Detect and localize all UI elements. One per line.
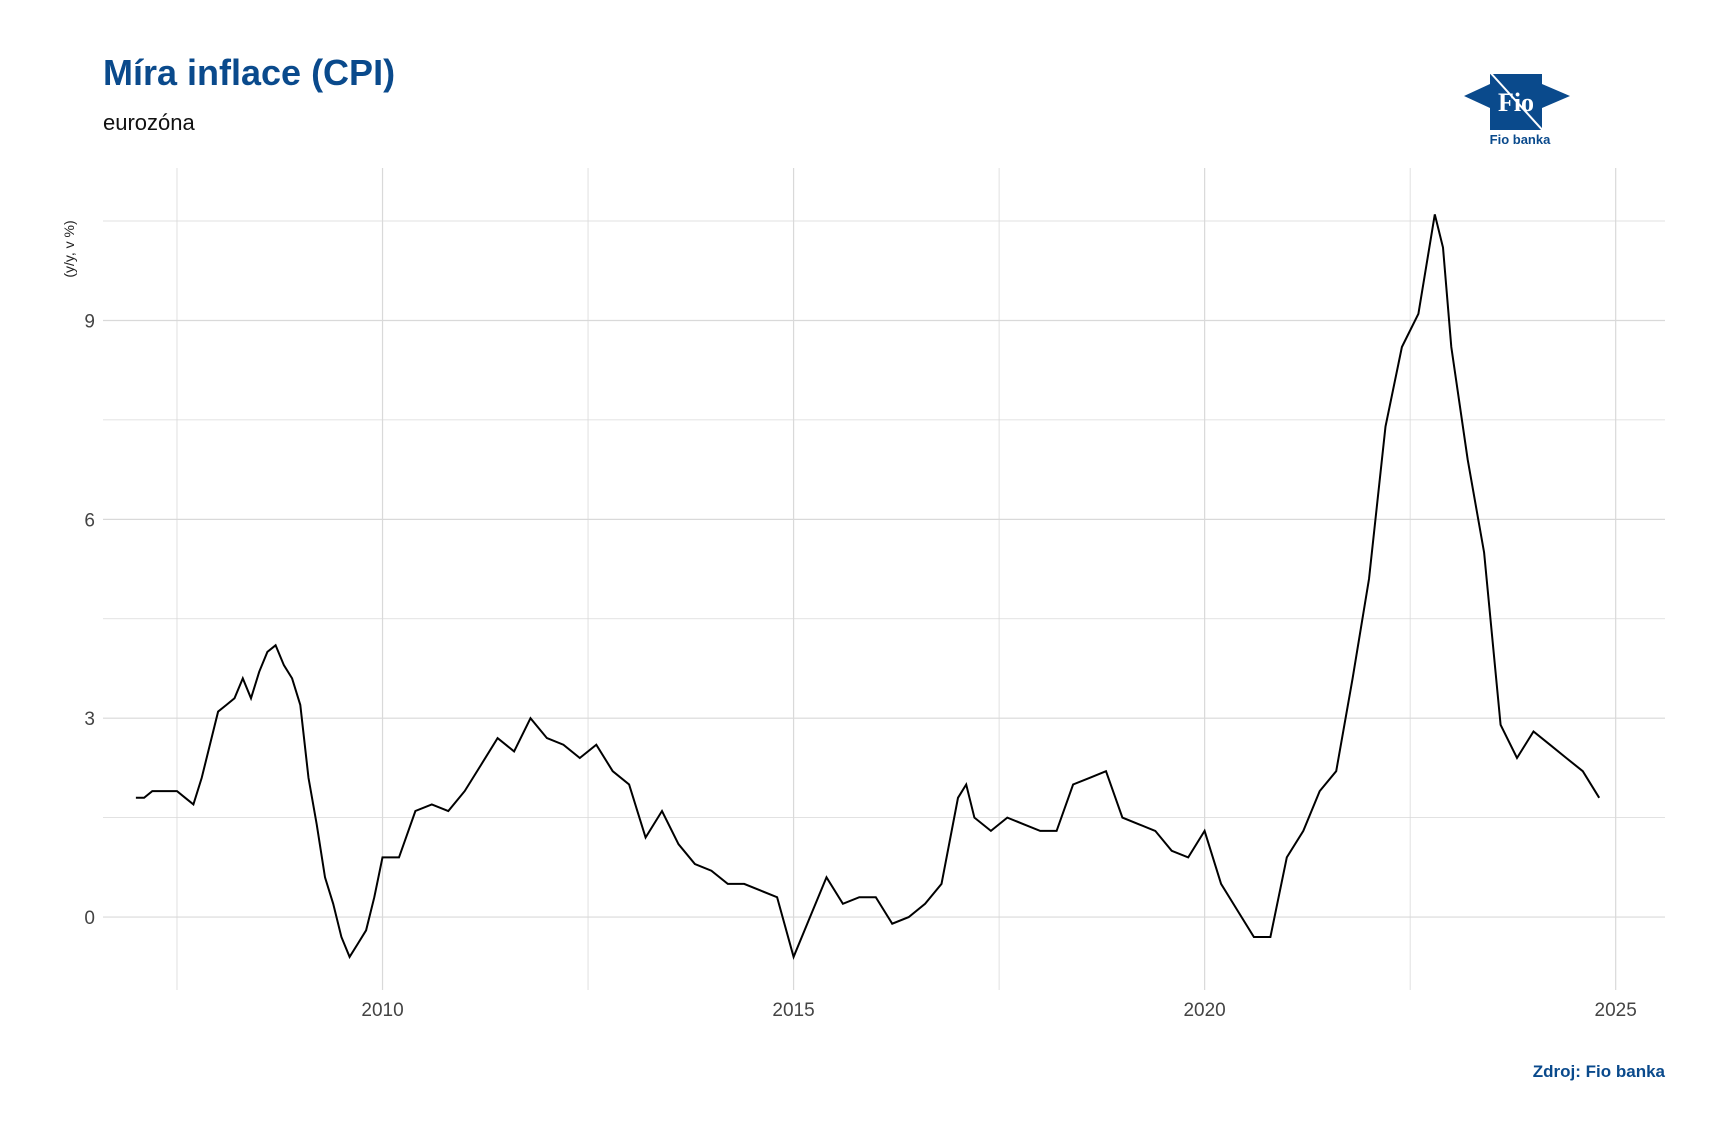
series-line bbox=[135, 214, 1601, 960]
x-tick-label: 2025 bbox=[1595, 1000, 1637, 1021]
y-tick-label: 6 bbox=[84, 510, 95, 531]
y-tick-label: 0 bbox=[84, 908, 95, 929]
fio-logo: Fio bbox=[1464, 69, 1570, 135]
logo-text: Fio banka bbox=[1489, 132, 1551, 147]
y-tick-label: 3 bbox=[84, 709, 95, 730]
x-tick-label: 2010 bbox=[361, 1000, 403, 1021]
x-tick-label: 2020 bbox=[1183, 1000, 1225, 1021]
chart-title: Míra inflace (CPI) bbox=[103, 52, 396, 93]
source-note: Zdroj: Fio banka bbox=[1532, 1062, 1665, 1081]
chart-subtitle: eurozóna bbox=[103, 110, 195, 135]
y-tick-label: 9 bbox=[84, 311, 95, 332]
logo-mark: Fio bbox=[1498, 88, 1534, 117]
y-axis-label: (y/y, v %) bbox=[61, 220, 77, 277]
x-tick-label: 2015 bbox=[772, 1000, 814, 1021]
y-tick-labels: 0 3 6 9 bbox=[84, 311, 95, 929]
grid bbox=[103, 168, 1665, 990]
x-tick-labels: 2010 2015 2020 2025 bbox=[361, 1000, 1636, 1021]
